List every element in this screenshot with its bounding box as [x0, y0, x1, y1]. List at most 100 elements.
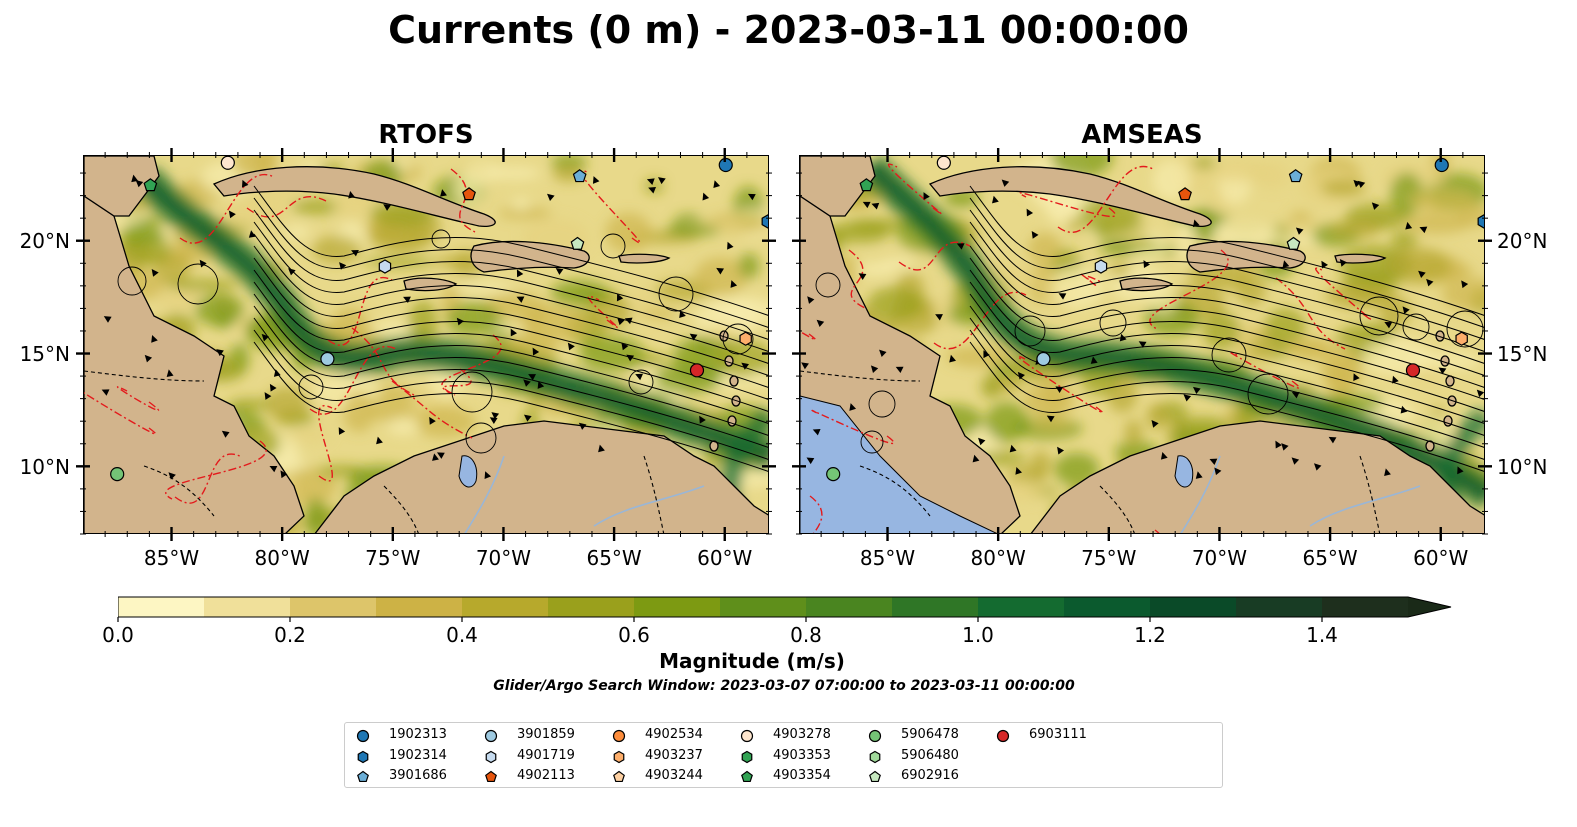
- legend-label: 6902916: [901, 768, 959, 783]
- panel-title-rtofs: RTOFS: [378, 120, 474, 150]
- legend-label: 1902313: [389, 727, 447, 742]
- float-marker-4902113: [1178, 187, 1192, 201]
- float-marker-6903111: [1405, 363, 1421, 378]
- float-marker-4902113: [462, 187, 476, 201]
- colorbar-segment: [978, 597, 1065, 617]
- colorbar-segment: [204, 597, 291, 617]
- y-tick-left-15: 15°N: [19, 342, 70, 366]
- legend-marker-6902916: [869, 770, 881, 783]
- legend-label: 6903111: [1029, 727, 1087, 742]
- colorbar-tick-2: 0.4: [446, 623, 478, 647]
- colorbar-tick-5: 1.0: [962, 623, 994, 647]
- legend-marker-4901719: [485, 750, 497, 763]
- country-borders: [84, 370, 665, 533]
- float-marker-4903237: [1455, 331, 1468, 346]
- colorbar-tick-3: 0.6: [618, 623, 650, 647]
- legend-marker-icon: [869, 770, 881, 783]
- map-panel-rtofs: [83, 155, 769, 534]
- float-marker-3901686: [1288, 169, 1303, 183]
- legend-label: 4903278: [773, 727, 831, 742]
- colorbar-segment: [462, 597, 549, 617]
- legend-marker-6903111: [996, 729, 1010, 743]
- x-tick-label-p0-0: 85°W: [143, 546, 200, 570]
- lake-maracaibo: [1174, 455, 1194, 488]
- colorbar-segment: [118, 597, 205, 617]
- legend-marker-1902314: [357, 750, 369, 763]
- float-marker-5906478: [826, 466, 841, 482]
- eez-boundaries: [800, 163, 1372, 533]
- streamlines: [253, 185, 768, 472]
- legend-marker-4903237: [613, 750, 625, 763]
- rivers: [464, 455, 705, 533]
- colorbar-label: Magnitude (m/s): [659, 649, 845, 673]
- float-marker-4903278: [936, 156, 951, 170]
- x-tick-label-p1-0: 85°W: [859, 546, 916, 570]
- colorbar-tick-4: 0.8: [790, 623, 822, 647]
- legend-label: 5906478: [901, 727, 959, 742]
- colorbar-segment: [1322, 597, 1409, 617]
- legend-label: 1902314: [389, 747, 447, 763]
- colorbar-segment: [548, 597, 635, 617]
- x-tick-label-p0-1: 80°W: [254, 546, 310, 570]
- legend-label: 4903354: [773, 768, 831, 783]
- x-tick-label-p0-4: 65°W: [586, 546, 642, 570]
- colorbar-segment: [376, 597, 463, 617]
- x-tick-label-p0-2: 75°W: [365, 546, 421, 570]
- colorbar-segment: [892, 597, 979, 617]
- panel-title-amseas: AMSEAS: [1081, 120, 1203, 150]
- colorbar-segment: [1064, 597, 1151, 617]
- colorbar-tick-1: 0.2: [274, 623, 306, 647]
- colorbar-extend-arrow: [1408, 597, 1451, 617]
- legend-marker-icon: [613, 750, 625, 763]
- legend-marker-icon: [869, 750, 881, 763]
- legend-marker-4903278: [740, 729, 754, 743]
- legend-marker-4902113: [485, 770, 497, 783]
- lake-maracaibo: [458, 455, 478, 488]
- colorbar-segment: [290, 597, 377, 617]
- legend-marker-icon: [996, 729, 1010, 743]
- x-tick-label-p1-4: 65°W: [1302, 546, 1358, 570]
- colorbar-segment: [720, 597, 807, 617]
- legend-marker-icon: [484, 729, 498, 743]
- x-tick-label-p1-3: 70°W: [1191, 546, 1248, 570]
- map-panel-amseas: [799, 155, 1485, 534]
- legend-marker-icon: [356, 729, 370, 743]
- legend-marker-icon: [868, 729, 882, 743]
- legend-marker-4902534: [612, 729, 626, 743]
- streamlines: [969, 185, 1484, 472]
- legend-marker-icon: [741, 770, 753, 783]
- y-tick-right-10: 10°N: [1497, 455, 1548, 479]
- legend-marker-icon: [741, 750, 753, 763]
- colorbar-tick-7: 1.4: [1306, 623, 1338, 647]
- legend-label: 4901719: [517, 747, 575, 763]
- legend-marker-4903244: [613, 770, 625, 783]
- float-marker-4901719: [1094, 259, 1108, 274]
- y-tick-right-20: 20°N: [1497, 229, 1548, 253]
- float-marker-6903111: [689, 363, 705, 378]
- legend-label: 5906480: [901, 747, 959, 763]
- figure-title: Currents (0 m) - 2023-03-11 00:00:00: [388, 8, 1189, 52]
- colorbar-segment: [1236, 597, 1323, 617]
- legend-marker-4903353: [741, 750, 753, 763]
- colorbar-tick-0: 0.0: [102, 623, 134, 647]
- legend-label: 3901859: [517, 727, 575, 742]
- x-tick-label-p1-1: 80°W: [970, 546, 1026, 570]
- search-window-caption: Glider/Argo Search Window: 2023-03-07 07…: [493, 678, 1075, 694]
- legend-label: 4903237: [645, 747, 703, 763]
- legend-label: 4902113: [517, 768, 575, 783]
- legend-marker-icon: [357, 750, 369, 763]
- eez-boundaries: [84, 168, 641, 504]
- x-tick-label-p0-3: 70°W: [475, 546, 532, 570]
- float-marker-4903237: [739, 331, 752, 346]
- float-marker-4903354: [859, 178, 874, 192]
- pacific-mask: [800, 395, 997, 533]
- float-marker-4901719: [378, 259, 392, 274]
- legend-label: 4902534: [645, 727, 703, 742]
- colorbar: [118, 596, 1452, 618]
- legend-marker-icon: [612, 729, 626, 743]
- float-marker-3901686: [572, 169, 587, 183]
- legend-marker-icon: [740, 729, 754, 743]
- legend-marker-icon: [613, 770, 625, 783]
- country-borders: [800, 370, 1381, 533]
